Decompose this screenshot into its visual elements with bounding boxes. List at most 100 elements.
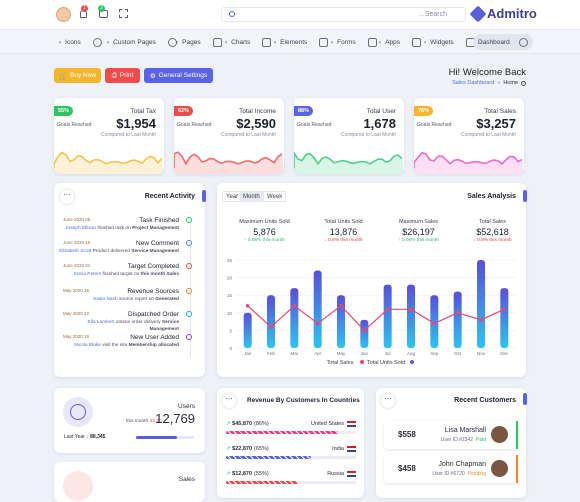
stat-subtitle: Compared to Last Month (460, 132, 516, 138)
bar-total-sales[interactable] (500, 288, 509, 348)
activity-user-link[interactable]: Elizabeth Scott (59, 249, 92, 254)
message-badge-count: 2 (100, 5, 103, 11)
activity-date: May 2020 26 (63, 288, 90, 293)
nav-dashboard[interactable]: Dashboard (473, 34, 533, 50)
users-card: Users 12,769 this month 43.2 ↓ Last Year… (54, 388, 205, 453)
point-total-units-sold[interactable] (409, 307, 413, 312)
activity-title: Revenue Sources (127, 288, 179, 295)
activity-item[interactable]: May 2020 22 Dispatched Order Ella Lambert … (60, 309, 185, 332)
more-options-button[interactable]: ··· (60, 190, 74, 204)
activity-text: finished task on (96, 226, 133, 231)
bar-total-sales[interactable] (243, 312, 252, 348)
more-options-button[interactable]: ··· (222, 394, 236, 408)
point-total-units-sold[interactable] (315, 321, 320, 326)
nav-apps[interactable]: ‹ Apps (379, 36, 421, 48)
activity-item[interactable]: May 2020 26 Revenue Sources Justin Nash so… (60, 286, 185, 308)
point-total-units-sold[interactable] (245, 303, 250, 308)
search-input[interactable]: ...Search (418, 11, 447, 18)
activity-user-link[interactable]: Nicola Blake (74, 343, 101, 348)
legend-total-sales[interactable]: Total Sales (327, 360, 354, 366)
nav-widgets-label: Widgets (430, 38, 454, 46)
sales-metric: Total Sales $52,618 ↓ 0.8% this month (455, 219, 530, 243)
customers-scroll-indicator[interactable] (523, 393, 527, 405)
point-total-units-sold[interactable] (339, 303, 343, 308)
more-options-button[interactable]: ··· (381, 394, 395, 408)
point-total-units-sold[interactable] (385, 307, 390, 312)
nav-apps-label: Apps (385, 38, 400, 46)
flag-icon (347, 446, 356, 452)
point-total-units-sold[interactable] (362, 328, 367, 333)
y-tick-label: 15 (227, 293, 233, 298)
breadcrumb-home[interactable]: Home (503, 80, 518, 86)
bar-total-sales[interactable] (337, 295, 345, 348)
sales-scroll-indicator[interactable] (523, 190, 527, 202)
point-total-units-sold[interactable] (432, 321, 437, 326)
bar-total-sales[interactable] (313, 270, 322, 348)
arrow-down-icon: ↓ (86, 434, 91, 440)
customer-status: Pending (467, 471, 486, 477)
activity-user-link[interactable]: Ella Lambert (87, 320, 115, 325)
customer-item[interactable]: $558 Lisa Marshall User ID:#2342 Paid (384, 421, 518, 449)
search-bar[interactable]: ...Search (221, 7, 466, 22)
stat-subtitle: Compared to Last Month (100, 132, 156, 138)
bar-total-sales[interactable] (383, 284, 392, 348)
chevron-icon: ‹ (59, 38, 62, 46)
bar-total-sales[interactable] (360, 319, 369, 348)
activity-user-link[interactable]: Joseph Ellison (65, 226, 97, 231)
x-tick-label: May (337, 351, 346, 356)
nav-elements[interactable]: ‹ Elements (274, 36, 329, 48)
x-tick-label: Jan (244, 351, 252, 356)
bar-total-sales[interactable] (267, 295, 275, 348)
activity-item[interactable]: May 2020 19 New User Added Nicola Blake vi… (60, 332, 185, 354)
nav-widgets[interactable]: ‹ Widgets (424, 36, 475, 48)
activity-scroll-indicator[interactable] (202, 190, 206, 202)
activity-user-link[interactable]: Sonia Peters (73, 272, 102, 277)
point-total-units-sold[interactable] (455, 311, 460, 315)
nav-forms[interactable]: ‹ Forms (331, 36, 377, 48)
buy-now-button[interactable]: 🛒 Buy Now (54, 68, 101, 83)
avatar[interactable] (56, 7, 71, 22)
nav-charts[interactable]: ‹ Charts (225, 36, 272, 48)
sales-icon-circle (63, 471, 93, 501)
activity-user-link[interactable]: Justin Nash (92, 297, 118, 302)
x-tick-label: Dec (500, 351, 509, 356)
bar-total-sales[interactable] (407, 284, 415, 348)
users-change-value: 43.2 (149, 419, 159, 424)
customer-item[interactable]: $458 John Chapman User ID:#6720 Pending (384, 455, 518, 483)
point-total-units-sold[interactable] (269, 325, 273, 329)
tab-month[interactable]: Month (240, 191, 263, 202)
fullscreen-icon[interactable] (119, 9, 128, 18)
activity-item[interactable]: June 2020 01 Target Completed Sonia Peters… (60, 261, 185, 283)
nav-custom-pages[interactable]: ‹ Custom Pages (107, 36, 177, 48)
point-total-units-sold[interactable] (479, 318, 483, 322)
nav-forms-label: Forms (337, 38, 356, 46)
point-total-units-sold[interactable] (292, 303, 297, 308)
brand-name[interactable]: Admitro (487, 6, 537, 21)
activity-date: June 2020 09 (63, 217, 91, 222)
legend-total-units-sold[interactable]: Total Units Sold (367, 360, 405, 366)
activity-item[interactable]: June 2020 09 Task Finished Joseph Ellison … (60, 215, 185, 237)
home-icon (521, 81, 526, 86)
goal-percent-badge: 88% (294, 106, 314, 116)
activity-title: Dispatched Order (128, 311, 179, 318)
chevron-icon: ‹ (379, 38, 382, 46)
nav-pages[interactable]: ‹ Pages (176, 36, 222, 48)
arrow-up-icon: ↗ (226, 446, 233, 452)
nav-icons[interactable]: ‹ Icons (59, 36, 102, 48)
x-tick-label: Jul (385, 351, 391, 356)
point-total-units-sold[interactable] (502, 307, 507, 312)
bar-total-sales[interactable] (453, 291, 462, 348)
activity-text: Product delivered (91, 249, 132, 254)
customer-id-row: User ID:#2342 Paid (441, 437, 486, 443)
country-name: United States (310, 421, 344, 427)
bar-total-sales[interactable] (477, 260, 485, 348)
customer-amount: $558 (398, 430, 416, 439)
breadcrumb-sales-dashboard[interactable]: Sales Dashboard (452, 80, 495, 86)
print-button[interactable]: ⎙ Print (105, 68, 140, 83)
general-settings-button[interactable]: ⚙ General Settings (144, 68, 213, 83)
x-tick-label: Jun (361, 351, 369, 356)
tab-week[interactable]: Week (263, 191, 287, 202)
bar-total-sales[interactable] (290, 288, 299, 348)
activity-target: Membership allocated (128, 343, 179, 348)
activity-item[interactable]: June 2020 10 New Comment Elizabeth Scott P… (59, 238, 185, 260)
